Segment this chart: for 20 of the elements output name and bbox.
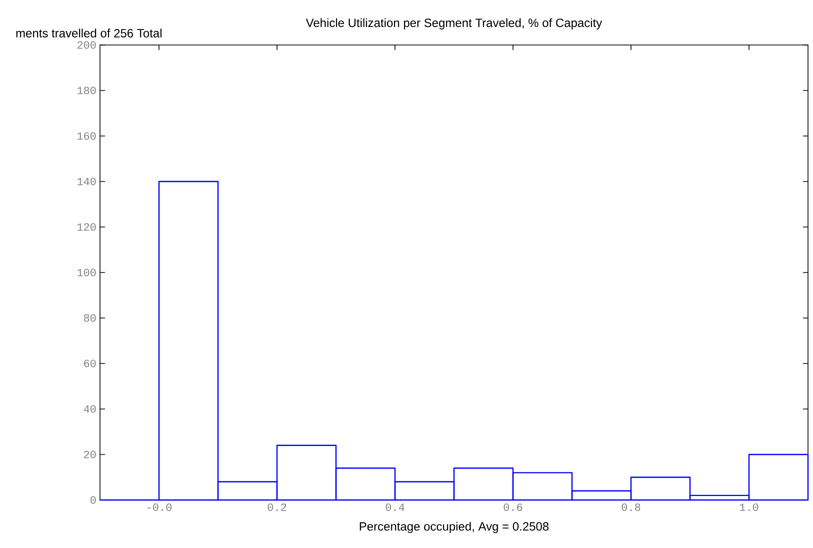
y-tick-label: 180 [77, 86, 96, 94]
x-tick-label: 0.6 [504, 504, 522, 511]
y-tick-label: 140 [77, 178, 96, 186]
y-tick-label: 160 [77, 132, 96, 140]
y-tick-label: 200 [77, 41, 96, 49]
y-tick-label: 80 [84, 314, 96, 322]
chart-title: Vehicle Utilization per Segment Traveled, % of Capacity [306, 18, 602, 30]
x-tick-label: -0.0 [148, 504, 172, 511]
y-tick-label: 20 [84, 450, 96, 458]
x-tick-label: 1.0 [740, 504, 758, 511]
y-tick-label: 100 [77, 268, 96, 276]
y-tick-label: 0 [90, 496, 96, 504]
y-tick-label: 40 [84, 405, 96, 413]
y-tick-label: 60 [84, 360, 96, 368]
x-tick-label: 0.8 [622, 504, 640, 511]
y-axis-title: ments travelled of 256 Total [16, 28, 162, 38]
y-tick-label: 120 [77, 223, 96, 231]
x-axis-title: Percentage occupied, Avg = 0.2508 [360, 522, 549, 534]
x-tick-label: 0.4 [386, 504, 404, 511]
x-tick-label: 0.2 [268, 504, 286, 511]
